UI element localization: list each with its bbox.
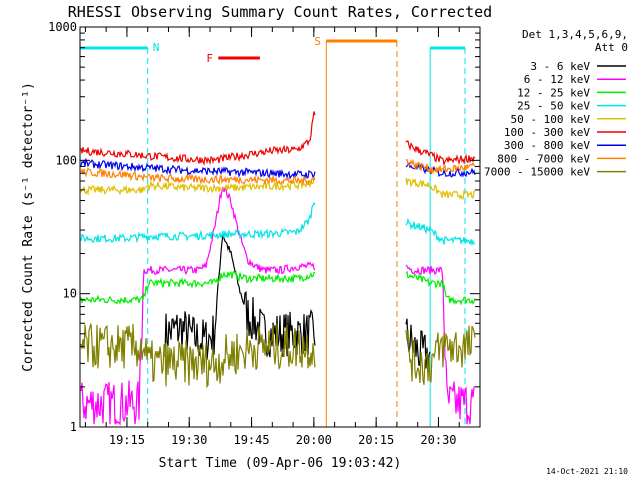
x-tick-label: 19:30 bbox=[171, 433, 207, 447]
chart-title: RHESSI Observing Summary Count Rates, Co… bbox=[68, 3, 492, 21]
legend-label: 300 - 800 keV bbox=[504, 139, 590, 152]
series-line bbox=[80, 175, 476, 200]
y-tick-label: 1 bbox=[70, 420, 77, 434]
legend-title-line-1: Det 1,3,4,5,6,9, bbox=[522, 28, 628, 41]
series-line bbox=[80, 157, 476, 180]
annotation-layer: N F S bbox=[80, 35, 466, 427]
series-line bbox=[80, 201, 476, 247]
series-line bbox=[80, 186, 476, 426]
y-tick-label: 100 bbox=[55, 153, 77, 167]
series-line bbox=[80, 158, 476, 186]
legend-label: 3 - 6 keV bbox=[530, 60, 590, 73]
y-tick-label: 1000 bbox=[48, 20, 77, 34]
series-line bbox=[80, 323, 476, 389]
flare-label: F bbox=[206, 52, 213, 65]
series-layer bbox=[80, 111, 476, 426]
legend-label: 50 - 100 keV bbox=[511, 113, 591, 126]
legend-title-line-2: Att 0 bbox=[595, 41, 628, 54]
plot-frame bbox=[79, 26, 481, 428]
legend-label: 12 - 25 keV bbox=[517, 86, 590, 99]
legend-label: 6 - 12 keV bbox=[524, 73, 591, 86]
legend-label: 100 - 300 keV bbox=[504, 126, 590, 139]
y-axis-label: Corrected Count Rate (s⁻¹ detector⁻¹) bbox=[21, 82, 36, 372]
footer-date: 14-Oct-2021 21:10 bbox=[546, 467, 628, 476]
x-tick-label: 20:00 bbox=[296, 433, 332, 447]
x-axis: 19:15 19:30 19:45 20:00 20:15 20:30 bbox=[84, 27, 481, 447]
saa-label: S bbox=[314, 35, 321, 48]
y-tick-label: 10 bbox=[63, 287, 77, 301]
x-axis-label: Start Time (09-Apr-06 19:03:42) bbox=[159, 456, 402, 471]
x-tick-label: 20:15 bbox=[358, 433, 394, 447]
legend-label: 800 - 7000 keV bbox=[497, 152, 590, 165]
series-line bbox=[80, 270, 476, 306]
x-tick-label: 19:45 bbox=[233, 433, 269, 447]
night-label: N bbox=[153, 41, 160, 54]
legend-label: 7000 - 15000 keV bbox=[484, 166, 590, 179]
series-line bbox=[80, 111, 476, 167]
series-line bbox=[164, 234, 431, 372]
x-tick-label: 19:15 bbox=[109, 433, 145, 447]
legend-label: 25 - 50 keV bbox=[517, 100, 590, 113]
x-tick-label: 20:30 bbox=[420, 433, 456, 447]
y-axis: 1 10 100 1000 bbox=[48, 20, 480, 434]
